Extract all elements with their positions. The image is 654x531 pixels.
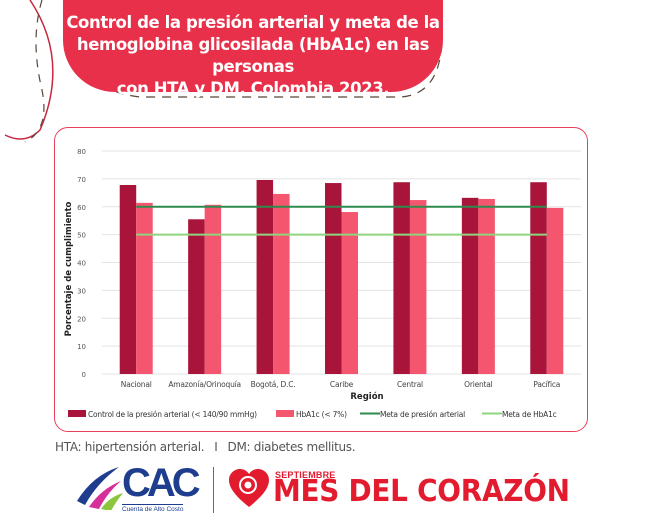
x-tick-label: Pacífica (533, 380, 560, 389)
cac-logo-text: CAC (122, 461, 201, 505)
red-arc (4, 0, 54, 140)
x-tick-label: Nacional (121, 380, 152, 389)
y-tick-label: 60 (77, 204, 86, 212)
legend-label: Control de la presión arterial (< 140/90… (88, 410, 257, 419)
legend-hba1c-target: Meta de HbA1c (482, 410, 557, 419)
y-tick-label: 30 (77, 287, 86, 295)
bar-hba1c (341, 212, 358, 374)
legend-swatch (68, 410, 86, 417)
bar-bp-control (256, 179, 274, 374)
x-tick-label: Caribe (330, 380, 354, 389)
bar-bp-control (119, 185, 137, 374)
y-tick-label: 10 (77, 343, 86, 351)
dashed-arc-left (24, 0, 45, 143)
x-tick-labels: Nacional Amazonía/Orinoquía Bogotá, D.C. Ca… (121, 380, 561, 389)
legend-hba1c: HbA1c (< 7%) (276, 410, 347, 419)
x-tick-label: Bogotá, D.C. (251, 380, 296, 389)
bar-hba1c (136, 202, 153, 374)
x-tick-label: Amazonía/Orinoquía (168, 380, 241, 389)
bar-bp-control (188, 219, 205, 374)
logo-divider (213, 467, 214, 513)
bar-bp-control (393, 182, 410, 374)
bar-hba1c (273, 193, 290, 374)
cac-logo-subtitle: Cuenta de Alto Costo (122, 504, 184, 513)
legend-label: Meta de presión arterial (380, 410, 465, 419)
y-tick-label: 80 (77, 148, 86, 156)
legend-label: Meta de HbA1c (502, 410, 557, 419)
y-tick-label: 0 (82, 371, 86, 379)
bar-hba1c (546, 207, 564, 374)
bar-bp-control (461, 197, 479, 374)
footnote-dm: DM: diabetes mellitus. (227, 440, 356, 454)
x-axis-label: Región (350, 391, 383, 402)
y-tick-label: 50 (77, 232, 86, 240)
legend-label: HbA1c (< 7%) (296, 410, 347, 419)
footnote-hta: HTA: hipertensión arterial. (55, 440, 205, 454)
bar-hba1c (409, 200, 427, 374)
title-line-2: hemoglobina glicosilada (HbA1c) en las p… (76, 35, 430, 76)
heart-icon (229, 469, 269, 507)
y-tick-labels: 0 10 20 30 40 50 60 70 80 (77, 148, 86, 379)
campaign-title: MES DEL CORAZÓN (273, 474, 570, 509)
bars (119, 179, 564, 374)
campaign-month: SEPTIEMBRE (275, 470, 336, 480)
chart: 0 10 20 30 40 50 60 70 80 Nacional Amazonía/Orino… (64, 148, 581, 419)
y-tick-label: 70 (77, 176, 86, 184)
title-banner (63, 0, 443, 92)
cac-logo-icon (77, 467, 123, 510)
target-lines (136, 205, 547, 236)
legend: Control de la presión arterial (< 140/90… (68, 410, 557, 419)
y-axis-label: Porcentaje de cumplimiento (64, 201, 74, 336)
bar-hba1c (204, 204, 222, 374)
legend-bp-control: Control de la presión arterial (< 140/90… (68, 410, 257, 419)
bar-bp-control (325, 183, 342, 374)
title-line-3: con HTA y DM, Colombia 2023. (116, 79, 390, 98)
legend-swatch (276, 410, 294, 417)
bar-bp-control (530, 182, 547, 374)
legend-bp-target: Meta de presión arterial (360, 410, 465, 419)
y-tick-label: 20 (77, 315, 86, 323)
footnote-separator: I (214, 440, 218, 454)
footnote: HTA: hipertensión arterial. I DM: diabetes… (55, 440, 356, 454)
bar-hba1c (478, 198, 495, 374)
x-tick-label: Central (397, 380, 423, 389)
title-line-1: Control de la presión arterial y meta de… (66, 13, 440, 32)
chart-title: Control de la presión arterial y meta de… (63, 12, 443, 100)
y-tick-label: 40 (77, 260, 86, 268)
x-tick-label: Oriental (464, 380, 493, 389)
